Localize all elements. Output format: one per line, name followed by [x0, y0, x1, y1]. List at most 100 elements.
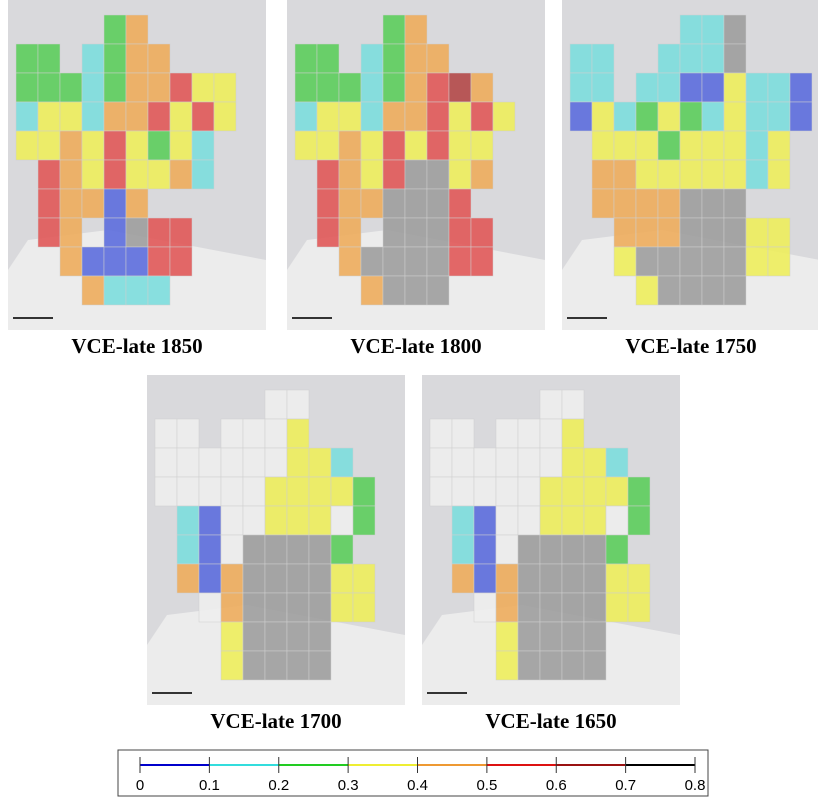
grid-cell [81, 246, 105, 277]
grid-cell [429, 476, 453, 507]
grid-cell [125, 217, 149, 248]
grid-cell [103, 14, 127, 45]
grid-cell [591, 188, 615, 219]
grid-cell [198, 447, 222, 478]
grid-cell [429, 418, 453, 449]
grid-cell [264, 650, 288, 681]
grid-cell [15, 130, 39, 161]
grid-cell [242, 505, 266, 536]
grid-cell [316, 130, 340, 161]
grid-cell [330, 505, 354, 536]
grid-cell [635, 72, 659, 103]
grid-cell [147, 159, 171, 190]
grid-cell [583, 534, 607, 565]
grid-cell [286, 389, 310, 420]
grid-cell [613, 130, 637, 161]
grid-cell [701, 130, 725, 161]
grid-cell [37, 130, 61, 161]
legend-tick-label: 0.8 [685, 777, 706, 794]
grid-cell [220, 418, 244, 449]
grid-cell [701, 43, 725, 74]
grid-cell [561, 621, 585, 652]
grid-cell [448, 246, 472, 277]
grid-cell [294, 130, 318, 161]
grid-cell [242, 621, 266, 652]
grid-cell [198, 563, 222, 594]
map-panel [422, 375, 680, 705]
caption: VCE-late 1650 [485, 709, 616, 733]
grid-cell [125, 130, 149, 161]
grid-cell [103, 275, 127, 306]
grid-cell [470, 217, 494, 248]
grid-cell [426, 246, 450, 277]
grid-cell [404, 188, 428, 219]
grid-cell [59, 188, 83, 219]
grid-cell [605, 505, 629, 536]
grid-cell [448, 72, 472, 103]
grid-cell [198, 592, 222, 623]
grid-cell [169, 130, 193, 161]
grid-cell [561, 447, 585, 478]
grid-cell [308, 476, 332, 507]
grid-cell [767, 159, 791, 190]
grid-cell [517, 621, 541, 652]
grid-cell [539, 447, 563, 478]
grid-cell [495, 418, 519, 449]
caption: VCE-late 1700 [210, 709, 341, 733]
grid-cell [360, 43, 384, 74]
grid-cell [635, 130, 659, 161]
grid-cell [679, 101, 703, 132]
grid-cell [382, 275, 406, 306]
grid-cell [583, 563, 607, 594]
grid-cell [308, 563, 332, 594]
grid-cell [561, 389, 585, 420]
grid-cell [103, 72, 127, 103]
grid-cell [360, 246, 384, 277]
grid-cell [679, 275, 703, 306]
grid-cell [426, 43, 450, 74]
grid-cell [404, 14, 428, 45]
grid-cell [745, 101, 769, 132]
grid-cell [264, 592, 288, 623]
grid-cell [308, 447, 332, 478]
caption: VCE-late 1850 [71, 334, 202, 358]
grid-cell [657, 275, 681, 306]
grid-cell [220, 563, 244, 594]
grid-cell [451, 418, 475, 449]
grid-cell [220, 592, 244, 623]
grid-cell [286, 505, 310, 536]
grid-cell [679, 246, 703, 277]
grid-cell [294, 43, 318, 74]
grid-cell [338, 101, 362, 132]
grid-cell [191, 72, 215, 103]
grid-cell [613, 159, 637, 190]
grid-cell [539, 505, 563, 536]
grid-cell [561, 505, 585, 536]
legend-tick-label: 0 [136, 777, 144, 794]
grid-cell [561, 476, 585, 507]
grid-cell [723, 275, 747, 306]
grid-cell [382, 101, 406, 132]
grid-cell [15, 72, 39, 103]
grid-cell [316, 188, 340, 219]
grid-cell [154, 476, 178, 507]
grid-cell [264, 621, 288, 652]
grid-cell [286, 418, 310, 449]
grid-cell [591, 101, 615, 132]
grid-cell [125, 14, 149, 45]
grid-cell [37, 217, 61, 248]
grid-cell [169, 159, 193, 190]
grid-cell [198, 505, 222, 536]
grid-cell [352, 476, 376, 507]
grid-cell [569, 72, 593, 103]
grid-cell [37, 159, 61, 190]
grid-cell [191, 101, 215, 132]
grid-cell [316, 217, 340, 248]
grid-cell [15, 101, 39, 132]
grid-cell [264, 476, 288, 507]
grid-cell [701, 101, 725, 132]
grid-cell [286, 476, 310, 507]
grid-cell [679, 14, 703, 45]
grid-cell [723, 159, 747, 190]
grid-cell [37, 188, 61, 219]
